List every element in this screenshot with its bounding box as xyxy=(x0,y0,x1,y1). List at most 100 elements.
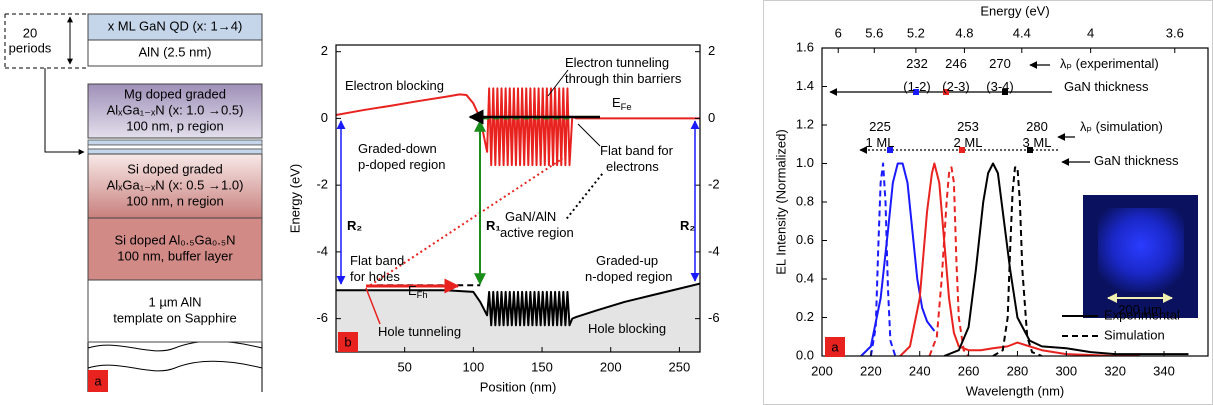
period-label: periods xyxy=(9,40,52,55)
panel-label: a xyxy=(94,373,102,388)
annotation-text: 253 xyxy=(957,119,979,134)
x-tick-label: 240 xyxy=(909,363,931,378)
layer xyxy=(87,83,263,139)
annotation: p-doped region xyxy=(358,157,445,172)
annotation: 1 ML xyxy=(866,135,895,150)
annotation-text: (3-4) xyxy=(986,79,1013,94)
annotation: 246 xyxy=(945,56,967,71)
marker-point xyxy=(943,89,949,95)
annotation: λₚ (experimental) xyxy=(1060,56,1159,71)
annotation-text: R₂ xyxy=(347,218,362,233)
data-line xyxy=(860,162,936,356)
y2-tick-label: -4 xyxy=(708,243,720,258)
annotation: GaN/AlN xyxy=(505,209,556,224)
annotation-text: Hole blocking xyxy=(588,321,666,336)
data-line xyxy=(869,162,897,356)
annotation: 3 ML xyxy=(1023,135,1052,150)
legend-label: Simulation xyxy=(1104,327,1165,342)
annotation: Flat band xyxy=(350,253,404,268)
annotation: Flat band for xyxy=(600,143,674,158)
layer-label: x ML GaN QD (x: 1→4) xyxy=(108,18,243,33)
x-axis-title: Position (nm) xyxy=(480,379,557,394)
annotation-text: 270 xyxy=(989,56,1011,71)
band-fill xyxy=(336,283,700,352)
pointer xyxy=(365,287,381,325)
x-tick-label: 340 xyxy=(1153,363,1175,378)
panel-label-box xyxy=(338,332,358,352)
annotation-text: Electron tunneling xyxy=(565,55,669,70)
x2-tick-label: 3.6 xyxy=(1166,25,1184,40)
marker-point xyxy=(1027,147,1033,153)
y2-tick-label: -6 xyxy=(708,310,720,325)
inset-emission xyxy=(1098,208,1184,292)
annotation-text: for holes xyxy=(350,269,400,284)
inset-image xyxy=(1083,195,1198,318)
annotation-text: 3 ML xyxy=(1023,135,1052,150)
annotation-text: GaN thickness xyxy=(1064,79,1149,94)
layer-label: AlₓGa₁₋ₓN (x: 1.0 →0.5) xyxy=(107,102,244,117)
annotation: (1-2) xyxy=(903,79,930,94)
y-tick-label: 1.0 xyxy=(796,155,814,170)
annotation: through thin barriers xyxy=(565,71,682,86)
thin-layer xyxy=(87,144,263,150)
x2-tick-label: 6 xyxy=(835,25,842,40)
y-tick-label: 1.6 xyxy=(796,39,814,54)
y2-tick-label: 2 xyxy=(708,43,715,58)
pointer xyxy=(547,69,569,97)
annotation-text: 232 xyxy=(906,56,928,71)
x-tick-label: 200 xyxy=(600,359,622,374)
annotation: 270 xyxy=(989,56,1011,71)
marker-point xyxy=(1002,89,1008,95)
annotation: 253 xyxy=(957,119,979,134)
y-tick-label: 0 xyxy=(321,110,328,125)
annotation: Hole blocking xyxy=(588,321,666,336)
y-tick-label: 0.8 xyxy=(796,193,814,208)
y2-tick-label: -2 xyxy=(708,177,720,192)
x2-tick-label: 4.4 xyxy=(1013,25,1031,40)
annotation-text: Electron blocking xyxy=(345,78,444,93)
y-axis-title: Energy (eV) xyxy=(287,164,302,233)
x-tick-label: 320 xyxy=(1104,363,1126,378)
x-tick-label: 260 xyxy=(958,363,980,378)
annotation-text: n-doped region xyxy=(585,269,672,284)
annotation-text: (1-2) xyxy=(903,79,930,94)
y-tick-label: 0.2 xyxy=(796,309,814,324)
plot-frame xyxy=(335,44,701,353)
x-tick-label: 150 xyxy=(531,359,553,374)
period-label: 20 xyxy=(23,25,37,40)
annotation-text: 2 ML xyxy=(954,135,983,150)
annotation-text: R₂ xyxy=(680,218,695,233)
annotation-text: Flat band xyxy=(350,253,404,268)
annotation: Hole tunneling xyxy=(378,324,461,339)
annotation-subscript: Fe xyxy=(621,102,632,112)
y-tick-label: 2 xyxy=(321,43,328,58)
annotation: 200 µm xyxy=(1118,302,1162,317)
layer xyxy=(87,153,263,219)
layer-label: Si doped Al₀.₅Ga₀.₅N xyxy=(115,232,236,247)
panel-label: b xyxy=(344,334,351,349)
x-tick-label: 300 xyxy=(1055,363,1077,378)
annotation-text: p-doped region xyxy=(358,157,445,172)
panel-label: a xyxy=(831,339,839,354)
layer-label: template on Sapphire xyxy=(113,310,237,325)
data-line xyxy=(928,166,970,356)
annotation: n-doped region xyxy=(585,269,672,284)
marker-point xyxy=(913,89,919,95)
annotation: (2-3) xyxy=(942,79,969,94)
y-tick-label: -6 xyxy=(316,310,328,325)
annotation-text: Hole tunneling xyxy=(378,324,461,339)
x2-tick-label: 5.2 xyxy=(907,25,925,40)
y-tick-label: 1.4 xyxy=(796,78,814,93)
layer-label: 100 nm, n region xyxy=(126,193,224,208)
x-tick-label: 280 xyxy=(1007,363,1029,378)
pointer xyxy=(577,123,601,147)
panel-label-box xyxy=(825,337,845,357)
panel-label-box xyxy=(88,370,108,392)
annotation-text: Graded-down xyxy=(358,141,437,156)
y-tick-label: 1.2 xyxy=(796,116,814,131)
annotation: 225 xyxy=(869,119,891,134)
x-tick-label: 100 xyxy=(463,359,485,374)
annotation: Electron tunneling xyxy=(565,55,669,70)
